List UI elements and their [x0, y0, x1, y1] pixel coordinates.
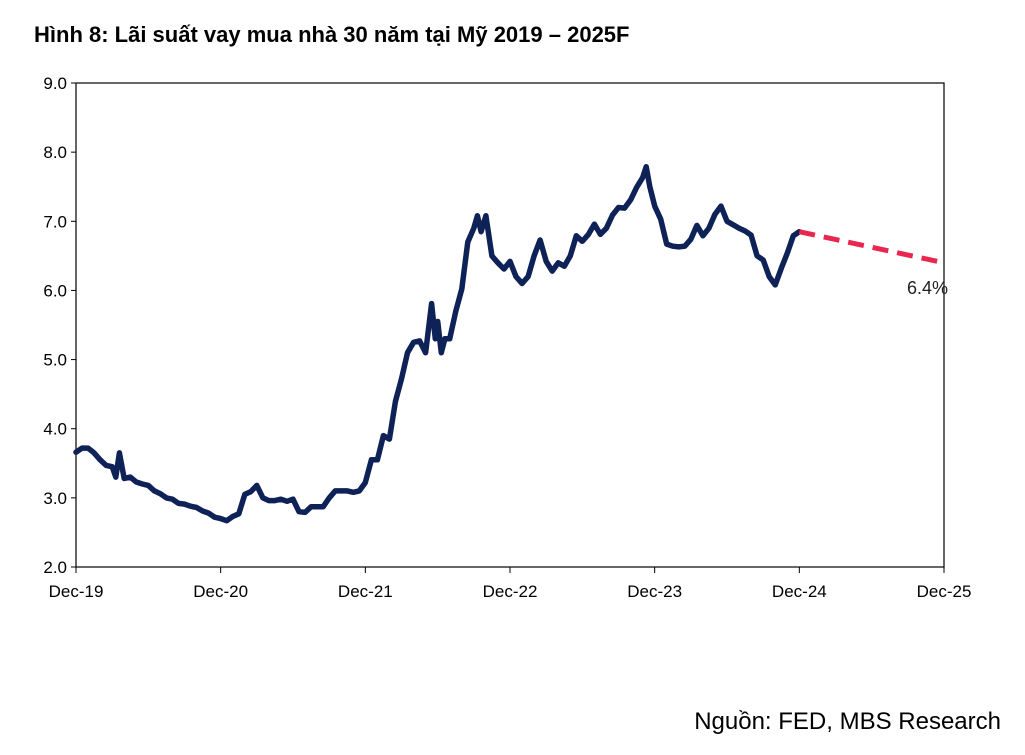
- plot-area: 2.0 3.0 4.0 5.0 6.0 7.0 8.0 9.0 Dec-19 Dec-20 Dec-…: [43, 74, 971, 601]
- y-tick-label: 7.0: [43, 212, 67, 231]
- y-tick-label: 3.0: [43, 489, 67, 508]
- source-note: Nguồn: FED, MBS Research: [694, 708, 1001, 735]
- x-tick-label: Dec-19: [49, 582, 104, 601]
- mortgage-rate-line: [73, 163, 803, 524]
- chart-canvas: 2.0 3.0 4.0 5.0 6.0 7.0 8.0 9.0 Dec-19 Dec-20 Dec-…: [43, 74, 971, 601]
- chart-title: Hình 8: Lãi suất vay mua nhà 30 năm tại …: [34, 22, 630, 47]
- x-tick-label: Dec-21: [338, 582, 393, 601]
- x-tick-label: Dec-25: [917, 582, 972, 601]
- x-tick-label: Dec-22: [483, 582, 538, 601]
- forecast-line: [798, 229, 945, 266]
- y-tick-label: 4.0: [43, 420, 67, 439]
- y-tick-label: 9.0: [43, 74, 67, 93]
- y-tick-label: 5.0: [43, 351, 67, 370]
- x-tick-label: Dec-24: [772, 582, 827, 601]
- y-tick-label: 6.0: [43, 281, 67, 300]
- y-tick-label: 8.0: [43, 143, 67, 162]
- x-tick-label: Dec-20: [193, 582, 248, 601]
- x-tick-label: Dec-23: [627, 582, 682, 601]
- plot-frame: [75, 82, 945, 568]
- forecast-data-label: 6.4%: [907, 278, 948, 298]
- y-tick-label: 2.0: [43, 558, 67, 577]
